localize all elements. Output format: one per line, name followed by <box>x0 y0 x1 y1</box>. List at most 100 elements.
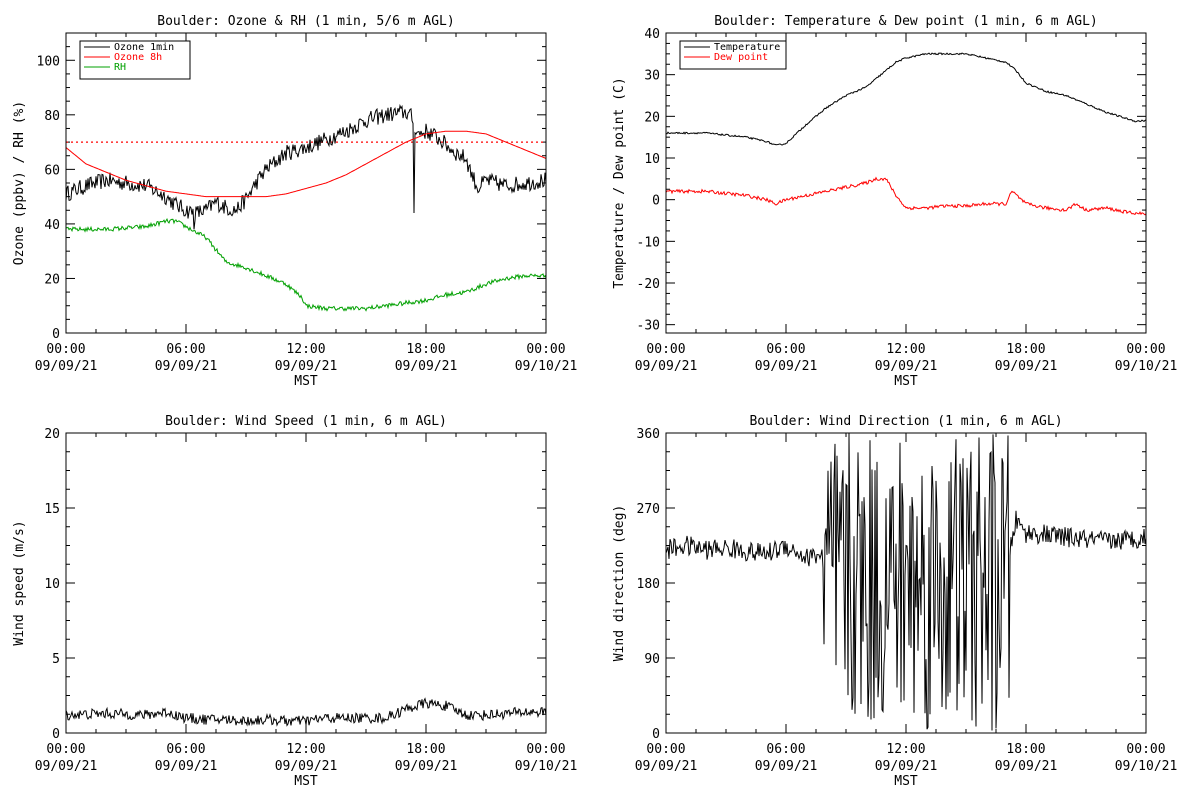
x-tick-label-time: 00:00 <box>46 342 85 357</box>
series-line-0 <box>66 697 546 727</box>
y-tick-label: 20 <box>44 272 60 287</box>
y-tick-label: 5 <box>52 652 60 667</box>
y-axis-label: Ozone (ppbv) / RH (%) <box>12 101 27 265</box>
x-tick-label-time: 18:00 <box>1006 342 1045 357</box>
series-line-rh <box>66 217 546 312</box>
series-line-temperature <box>666 52 1146 146</box>
series-line-dew-point <box>666 176 1146 216</box>
y-axis-label: Wind speed (m/s) <box>12 520 27 645</box>
y-tick-label: 0 <box>652 727 660 742</box>
chart-title: Boulder: Ozone & RH (1 min, 5/6 m AGL) <box>157 14 454 29</box>
plot-frame <box>665 32 1147 334</box>
x-tick-label-date: 09/09/21 <box>755 759 818 774</box>
y-tick-label: 360 <box>637 427 660 442</box>
y-tick-label: -30 <box>637 319 660 334</box>
legend-entry: Ozone 8h <box>114 52 162 63</box>
series-line-ozone-1min <box>66 103 546 230</box>
y-tick-label: 90 <box>644 652 660 667</box>
x-tick-label-date: 09/09/21 <box>635 359 698 374</box>
plot-area <box>66 103 546 312</box>
y-tick-label: 0 <box>52 727 60 742</box>
x-tick-label-date: 09/09/21 <box>755 359 818 374</box>
legend-entry: Dew point <box>714 52 768 63</box>
x-tick-label-time: 06:00 <box>766 742 805 757</box>
y-tick-label: 20 <box>44 427 60 442</box>
x-tick-label-time: 00:00 <box>526 342 565 357</box>
x-tick-label-time: 12:00 <box>286 742 325 757</box>
x-tick-label-date: 09/09/21 <box>155 759 218 774</box>
chart-title: Boulder: Wind Direction (1 min, 6 m AGL) <box>749 414 1062 429</box>
x-tick-label-date: 09/09/21 <box>275 359 338 374</box>
y-tick-label: 40 <box>44 218 60 233</box>
y-tick-label: 100 <box>37 54 60 69</box>
x-tick-label-time: 18:00 <box>406 342 445 357</box>
x-tick-label-time: 06:00 <box>766 342 805 357</box>
x-axis-label: MST <box>294 774 318 789</box>
x-tick-label-time: 00:00 <box>646 742 685 757</box>
series-line-ozone-8h <box>66 130 546 198</box>
x-axis-label: MST <box>294 374 318 389</box>
chart-panel: Boulder: Wind Direction (1 min, 6 m AGL)… <box>612 414 1177 789</box>
x-axis-label: MST <box>894 374 918 389</box>
x-tick-label-date: 09/09/21 <box>395 759 458 774</box>
x-tick-label-time: 18:00 <box>406 742 445 757</box>
x-tick-label-time: 00:00 <box>46 742 85 757</box>
x-tick-label-date: 09/09/21 <box>275 759 338 774</box>
y-axis-label: Temperature / Dew point (C) <box>612 77 627 288</box>
x-tick-label-date: 09/09/21 <box>35 359 98 374</box>
x-tick-label-date: 09/10/21 <box>515 359 578 374</box>
y-tick-label: 40 <box>644 27 660 42</box>
y-axis-label: Wind direction (deg) <box>612 505 627 662</box>
chart-panel: Boulder: Ozone & RH (1 min, 5/6 m AGL) Oz… <box>12 14 577 389</box>
chart-panel: Boulder: Temperature & Dew point (1 min,… <box>612 14 1177 389</box>
y-tick-label: 10 <box>44 577 60 592</box>
plot-frame <box>65 432 547 734</box>
x-tick-label-date: 09/10/21 <box>1115 359 1178 374</box>
y-tick-label: -10 <box>637 235 660 250</box>
y-tick-label: 60 <box>44 163 60 178</box>
series-line-0 <box>666 433 1146 731</box>
x-tick-label-date: 09/09/21 <box>995 359 1058 374</box>
y-tick-label: 0 <box>652 194 660 209</box>
x-tick-label-date: 09/09/21 <box>875 359 938 374</box>
x-tick-label-time: 06:00 <box>166 342 205 357</box>
x-tick-label-date: 09/09/21 <box>35 759 98 774</box>
x-tick-label-time: 12:00 <box>886 742 925 757</box>
x-tick-label-date: 09/10/21 <box>1115 759 1178 774</box>
y-tick-label: 80 <box>44 109 60 124</box>
x-tick-label-date: 09/10/21 <box>515 759 578 774</box>
plot-frame <box>665 432 1147 734</box>
x-tick-label-time: 12:00 <box>286 342 325 357</box>
x-tick-label-time: 18:00 <box>1006 742 1045 757</box>
x-tick-label-time: 00:00 <box>646 342 685 357</box>
x-tick-label-time: 00:00 <box>526 742 565 757</box>
x-tick-label-date: 09/09/21 <box>395 359 458 374</box>
y-tick-label: 0 <box>52 327 60 342</box>
x-tick-label-time: 00:00 <box>1126 742 1165 757</box>
plot-area <box>666 433 1146 731</box>
chart-panel: Boulder: Wind Speed (1 min, 6 m AGL) Wind… <box>12 414 577 789</box>
chart-title: Boulder: Temperature & Dew point (1 min,… <box>714 14 1098 29</box>
x-axis-label: MST <box>894 774 918 789</box>
y-tick-label: -20 <box>637 277 660 292</box>
x-tick-label-date: 09/09/21 <box>635 759 698 774</box>
plot-frame <box>65 32 547 334</box>
y-tick-label: 15 <box>44 502 60 517</box>
y-tick-label: 30 <box>644 69 660 84</box>
y-tick-label: 270 <box>637 502 660 517</box>
plot-area <box>666 52 1146 216</box>
legend-entry: Ozone 1min <box>114 42 174 53</box>
x-tick-label-date: 09/09/21 <box>155 359 218 374</box>
legend-box <box>679 40 787 70</box>
x-tick-label-time: 00:00 <box>1126 342 1165 357</box>
x-tick-label-time: 12:00 <box>886 342 925 357</box>
legend-entry: RH <box>114 62 126 73</box>
x-tick-label-time: 06:00 <box>166 742 205 757</box>
legend-entry: Temperature <box>714 42 780 53</box>
x-tick-label-date: 09/09/21 <box>995 759 1058 774</box>
y-tick-label: 180 <box>637 577 660 592</box>
x-tick-label-date: 09/09/21 <box>875 759 938 774</box>
